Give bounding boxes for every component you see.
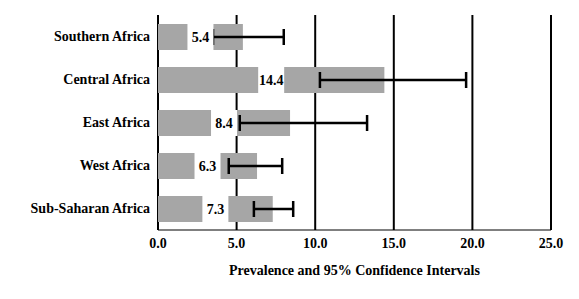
- svg-text:7.3: 7.3: [207, 202, 225, 217]
- svg-text:14.4: 14.4: [259, 73, 284, 88]
- svg-text:West Africa: West Africa: [80, 158, 150, 173]
- svg-text:0.0: 0.0: [149, 236, 167, 251]
- svg-text:East Africa: East Africa: [83, 115, 150, 130]
- svg-text:10.0: 10.0: [303, 236, 328, 251]
- svg-text:8.4: 8.4: [215, 116, 233, 131]
- svg-text:15.0: 15.0: [382, 236, 407, 251]
- svg-text:5.4: 5.4: [192, 30, 210, 45]
- svg-text:Sub-Saharan Africa: Sub-Saharan Africa: [31, 201, 150, 216]
- svg-text:Prevalence and 95% Confidence: Prevalence and 95% Confidence Intervals: [229, 263, 480, 278]
- svg-text:5.0: 5.0: [228, 236, 246, 251]
- svg-text:25.0: 25.0: [539, 236, 564, 251]
- svg-text:Central Africa: Central Africa: [63, 72, 150, 87]
- svg-text:6.3: 6.3: [199, 159, 217, 174]
- svg-text:Southern Africa: Southern Africa: [54, 29, 150, 44]
- svg-text:20.0: 20.0: [460, 236, 485, 251]
